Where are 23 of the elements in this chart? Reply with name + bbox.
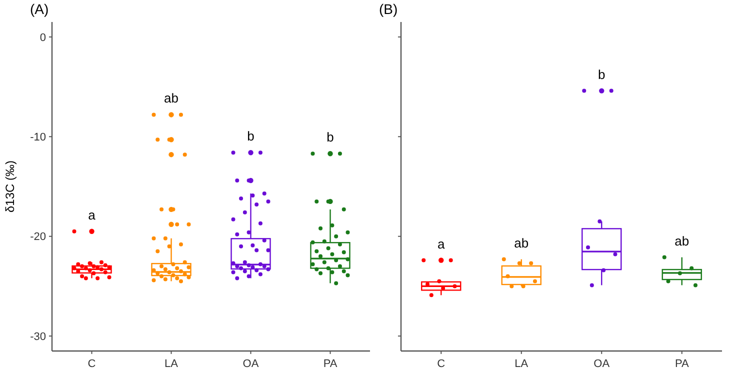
annotation: a xyxy=(438,236,446,252)
x-tick-label: PA xyxy=(323,358,338,370)
x-tick-label: OA xyxy=(242,358,260,370)
annotation: ab xyxy=(514,235,529,250)
y-tick-label: 0 xyxy=(40,32,46,44)
x-tick-label: C xyxy=(437,358,446,370)
chart-title: (A) xyxy=(30,1,49,17)
annotation: ab xyxy=(164,90,178,106)
y-tick-label: -10 xyxy=(30,132,46,144)
annotation: ab xyxy=(674,233,690,248)
annotation: b xyxy=(598,66,606,82)
chart-title: (B) xyxy=(379,1,398,17)
annotation: b xyxy=(326,130,334,145)
x-tick-label: LA xyxy=(164,358,179,370)
y-tick-label: -30 xyxy=(30,330,46,343)
x-tick-label: OA xyxy=(594,358,610,370)
x-tick-label: LA xyxy=(514,358,529,370)
y-axis-title: δ13C (‰) xyxy=(3,160,17,213)
y-tick-label: -20 xyxy=(30,231,46,244)
annotation: b xyxy=(247,128,254,144)
x-tick-label: C xyxy=(88,358,96,370)
annotation: a xyxy=(88,207,96,222)
x-tick-label: PA xyxy=(674,358,690,370)
